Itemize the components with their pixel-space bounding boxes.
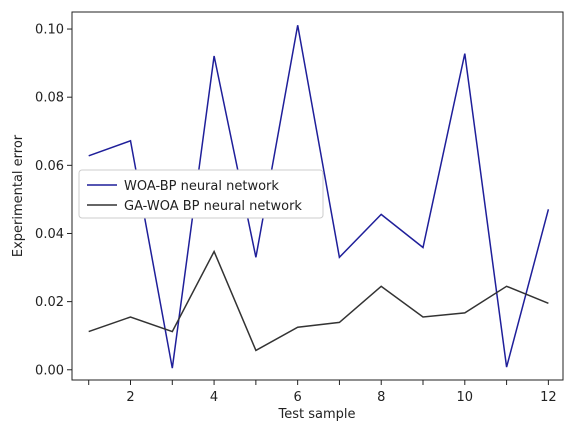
y-tick-label: 0.00 [35,363,64,378]
series-line-ga-woa-bp [88,249,549,352]
y-tick-label: 0.06 [35,159,64,174]
x-tick-label: 2 [126,390,134,405]
x-tick-label: 8 [377,390,385,405]
x-tick-label: 4 [210,390,218,405]
legend-label-woa-bp: WOA-BP neural network [124,179,279,194]
legend-label-ga-woa-bp: GA-WOA BP neural network [124,199,302,214]
y-tick-label: 0.08 [35,91,64,106]
axis-ticks: 2 4 6 8 10 12 0.00 0.02 0.04 0.06 0.08 0.10 [35,23,557,405]
plot-area [71,11,564,381]
x-axis-label: Test sample [278,407,356,422]
x-tick-label: 6 [294,390,302,405]
y-tick-label: 0.04 [35,227,64,242]
legend-box [78,169,324,219]
series-lines [88,25,550,369]
y-tick-label: 0.02 [35,295,64,310]
x-tick-label: 12 [540,390,557,405]
series-line-woa-bp [88,25,550,369]
y-axis-label: Experimental error [11,134,26,257]
x-tick-label: 10 [457,390,474,405]
y-tick-label: 0.10 [35,23,64,38]
legend: WOA-BP neural network GA-WOA BP neural n… [78,169,324,219]
